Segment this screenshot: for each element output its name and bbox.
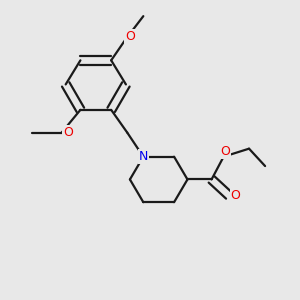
Text: O: O: [63, 126, 73, 139]
Text: O: O: [231, 189, 241, 202]
Text: N: N: [139, 150, 148, 163]
Text: O: O: [220, 146, 230, 158]
Text: O: O: [125, 30, 135, 43]
